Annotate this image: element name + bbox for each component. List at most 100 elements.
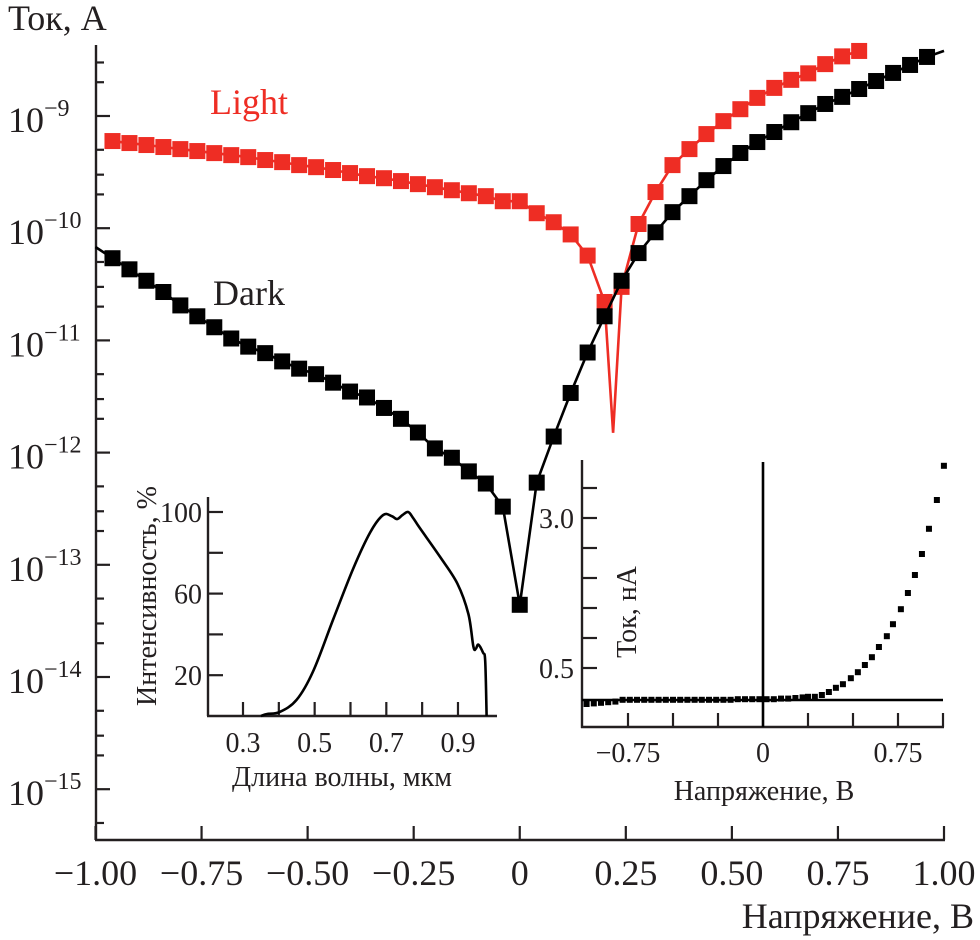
inset-iv: −0.75 0 0.75 0.5 3.0 Напряжение, В Ток, нА (539, 460, 947, 807)
inset-iv-point (785, 695, 792, 702)
light-marker (392, 173, 409, 190)
dark-marker (715, 158, 732, 175)
y-tick-label-base: 10 (8, 549, 44, 589)
light-marker (375, 170, 392, 187)
light-marker (630, 216, 647, 233)
dark-marker (359, 389, 376, 406)
dark-marker (392, 410, 409, 427)
y-tick-label-exponent: −15 (44, 769, 82, 795)
inset-iv-point (734, 696, 741, 703)
light-marker (138, 137, 155, 154)
dark-marker (664, 204, 681, 221)
inset-iv-point (612, 698, 619, 705)
dark-marker (426, 440, 443, 457)
inset-spectrum: 0.3 0.5 0.7 0.9 20 60 100 Длина волны, мкм Инт… (132, 486, 497, 793)
inset-iv-point (655, 696, 662, 703)
light-marker (732, 101, 749, 118)
x-tick-label: 0.25 (594, 853, 657, 893)
light-marker (834, 48, 851, 65)
inset-iv-point (626, 696, 633, 703)
inset-spectrum-x-tick-label: 0.3 (226, 728, 261, 759)
light-marker (851, 42, 868, 59)
dark-marker (749, 134, 766, 151)
x-tick-label: 0 (511, 853, 529, 893)
dark-marker (698, 172, 715, 189)
legend-label-light: Light (210, 82, 288, 122)
y-tick-label-base: 10 (8, 773, 44, 813)
dark-marker (562, 384, 579, 401)
inset-iv-point (875, 644, 882, 650)
legend-label-dark: Dark (213, 273, 285, 313)
dark-marker (885, 64, 902, 81)
dark-marker (308, 366, 325, 383)
inset-iv-point (756, 696, 763, 703)
light-marker (121, 135, 138, 152)
y-tick-label-base: 10 (8, 212, 44, 252)
dark-marker (155, 284, 172, 301)
inset-iv-point (825, 689, 832, 695)
dark-marker (409, 424, 426, 441)
y-tick-label: 10−15 (8, 769, 82, 813)
dark-marker (375, 399, 392, 416)
inset-iv-point (583, 701, 590, 707)
inset-iv-tick-labels: −0.75 0 0.75 0.5 3.0 (539, 504, 923, 769)
inset-iv-y-title: Ток, нА (612, 565, 643, 658)
light-marker (342, 165, 359, 182)
inset-iv-point (889, 621, 896, 628)
light-marker (409, 176, 426, 193)
light-marker (511, 193, 528, 210)
inset-iv-point (713, 696, 720, 703)
inset-iv-x-tick-label: 0.75 (874, 738, 923, 769)
dark-marker (494, 498, 511, 515)
dark-marker (342, 383, 359, 400)
light-marker (715, 113, 732, 130)
dark-marker (206, 319, 223, 336)
x-tick-label: −0.50 (266, 853, 349, 893)
inset-iv-point (933, 497, 940, 503)
y-tick-label-exponent: −9 (44, 96, 70, 122)
light-marker (817, 56, 834, 73)
series-dark (94, 48, 945, 613)
inset-spectrum-y-title: Интенсивность, % (132, 486, 163, 706)
light-marker (189, 143, 206, 160)
y-tick-label-base: 10 (8, 661, 44, 701)
inset-iv-point (590, 700, 597, 707)
light-marker (766, 79, 783, 96)
dark-marker (579, 344, 596, 361)
y-tick-label: 10−12 (8, 433, 82, 477)
inset-spectrum-x-tick-label: 0.7 (369, 728, 404, 759)
light-marker (257, 152, 274, 169)
inset-spectrum-y-tick-label: 60 (174, 580, 202, 611)
inset-iv-point (818, 692, 825, 698)
light-marker (291, 157, 308, 174)
inset-iv-point (619, 696, 626, 703)
inset-iv-point (883, 633, 890, 640)
inset-iv-point (792, 695, 799, 701)
inset-iv-point (839, 681, 846, 688)
light-marker (460, 185, 477, 202)
inset-iv-point (648, 696, 655, 703)
light-marker (749, 89, 766, 106)
x-tick-label: −1.00 (54, 853, 137, 893)
dark-marker (172, 297, 189, 314)
dark-marker (240, 338, 257, 355)
inset-iv-point (698, 696, 705, 703)
inset-iv-points (583, 462, 947, 707)
y-tick-label: 10−11 (8, 320, 81, 364)
light-marker (681, 141, 698, 158)
dark-marker (647, 224, 664, 241)
inset-iv-x-title: Напряжение, В (674, 776, 855, 807)
dark-marker (257, 345, 274, 362)
y-tick-label-exponent: −14 (44, 657, 82, 683)
y-tick-label-base: 10 (8, 437, 44, 477)
y-tick-label: 10−13 (8, 545, 82, 589)
light-marker (664, 157, 681, 174)
dark-marker (104, 250, 121, 267)
inset-iv-point (670, 696, 676, 703)
dark-marker (732, 144, 749, 161)
dark-marker (766, 124, 783, 141)
dark-marker (919, 48, 936, 65)
inset-iv-point (691, 696, 698, 703)
